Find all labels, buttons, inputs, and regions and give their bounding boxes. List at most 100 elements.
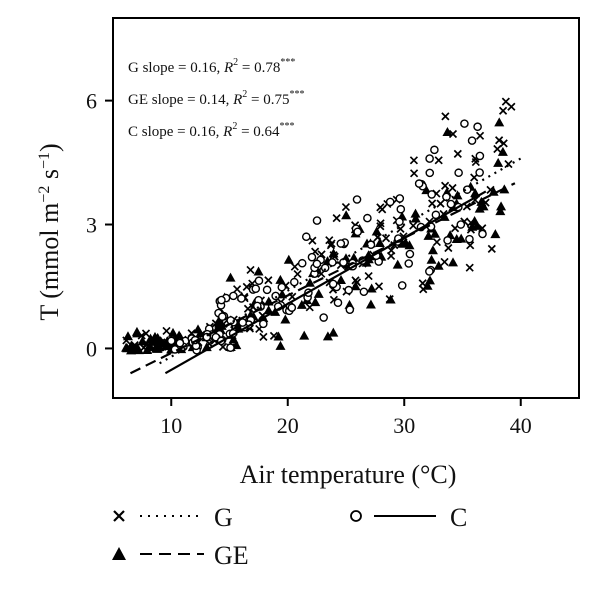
point-c [237, 294, 246, 303]
point-ge [497, 146, 508, 156]
point-g [381, 234, 391, 243]
legend-item-g: G [113, 503, 233, 532]
point-c [443, 236, 452, 245]
point-g [293, 269, 302, 279]
point-c [258, 319, 268, 329]
point-g [341, 202, 351, 212]
point-ge [424, 275, 435, 285]
point-ge [151, 343, 162, 353]
point-ge [122, 331, 133, 341]
point-ge [374, 238, 385, 248]
point-ge [426, 254, 437, 264]
point-ge [304, 277, 315, 287]
point-g [259, 332, 268, 341]
point-ge [322, 331, 333, 341]
point-c [427, 190, 437, 199]
point-g [386, 251, 396, 261]
legend-item-c: C [350, 503, 467, 532]
point-c [352, 195, 362, 204]
point-c [320, 263, 330, 273]
point-ge [442, 127, 453, 137]
point-ge [299, 330, 310, 340]
point-g [428, 199, 437, 208]
point-c [431, 210, 441, 220]
point-c [465, 234, 474, 244]
annotation-ge: GE slope = 0.14, R2 = 0.75*** [128, 89, 305, 108]
point-ge [341, 210, 352, 220]
point-c [353, 227, 362, 237]
point-c [475, 168, 484, 177]
point-g [499, 139, 508, 148]
point-g [290, 262, 299, 271]
point-g [475, 131, 485, 140]
point-g [409, 156, 419, 165]
point-g [378, 205, 387, 214]
point-ge [146, 336, 157, 346]
y-tick-label: 6 [86, 89, 97, 114]
point-c [301, 232, 311, 242]
point-ge [410, 208, 421, 218]
point-c [467, 136, 477, 145]
legend-triangle-marker [112, 547, 126, 560]
point-ge [174, 330, 185, 340]
point-c [312, 259, 322, 269]
point-c [454, 168, 463, 178]
point-c [460, 119, 469, 128]
point-g [376, 219, 385, 228]
x-tick-label: 10 [160, 413, 182, 438]
point-c [395, 217, 404, 227]
point-c [167, 336, 176, 346]
regression-line-ge [129, 182, 516, 375]
x-tick-label: 20 [277, 413, 299, 438]
legend-x-marker [113, 510, 125, 522]
point-ge [310, 297, 321, 307]
point-c [319, 313, 328, 322]
point-g [465, 263, 474, 272]
point-ge [273, 331, 284, 341]
point-ge [263, 305, 274, 315]
point-c [395, 194, 405, 203]
point-g [501, 97, 510, 106]
point-c [297, 258, 307, 268]
point-ge [467, 221, 478, 231]
point-c [425, 267, 434, 276]
regression-annotations: G slope = 0.16, R2 = 0.78*** GE slope = … [128, 57, 305, 140]
point-c [473, 122, 482, 132]
point-c [404, 259, 414, 268]
legend-item-ge: GE [112, 541, 249, 570]
point-ge [137, 336, 148, 346]
point-g [396, 224, 405, 233]
point-ge [456, 233, 467, 243]
point-g [409, 169, 419, 178]
regression-lines [129, 157, 522, 375]
point-c [229, 291, 238, 301]
point-ge [448, 257, 459, 267]
point-g [432, 237, 441, 247]
point-c [277, 282, 287, 292]
point-ge [280, 314, 291, 324]
point-c [345, 305, 355, 314]
point-g [374, 282, 384, 291]
point-c [251, 284, 261, 294]
point-c [254, 276, 264, 286]
point-c [262, 285, 272, 295]
point-ge [296, 299, 307, 309]
y-tick-label: 3 [86, 213, 97, 238]
point-c [217, 295, 226, 305]
y-tick-label: 0 [86, 336, 97, 361]
point-ge [478, 201, 489, 211]
point-ge [404, 240, 415, 250]
point-c [363, 213, 372, 223]
point-c [328, 279, 338, 289]
point-g [495, 136, 504, 145]
point-ge [429, 228, 440, 238]
legend-circle-marker [350, 510, 362, 522]
point-g [409, 221, 418, 230]
point-g [440, 257, 449, 267]
point-ge [142, 344, 153, 354]
x-axis-title: Air temperature (°C) [240, 460, 457, 489]
point-ge [488, 186, 499, 196]
point-ge [371, 226, 382, 236]
point-ge [313, 288, 324, 298]
